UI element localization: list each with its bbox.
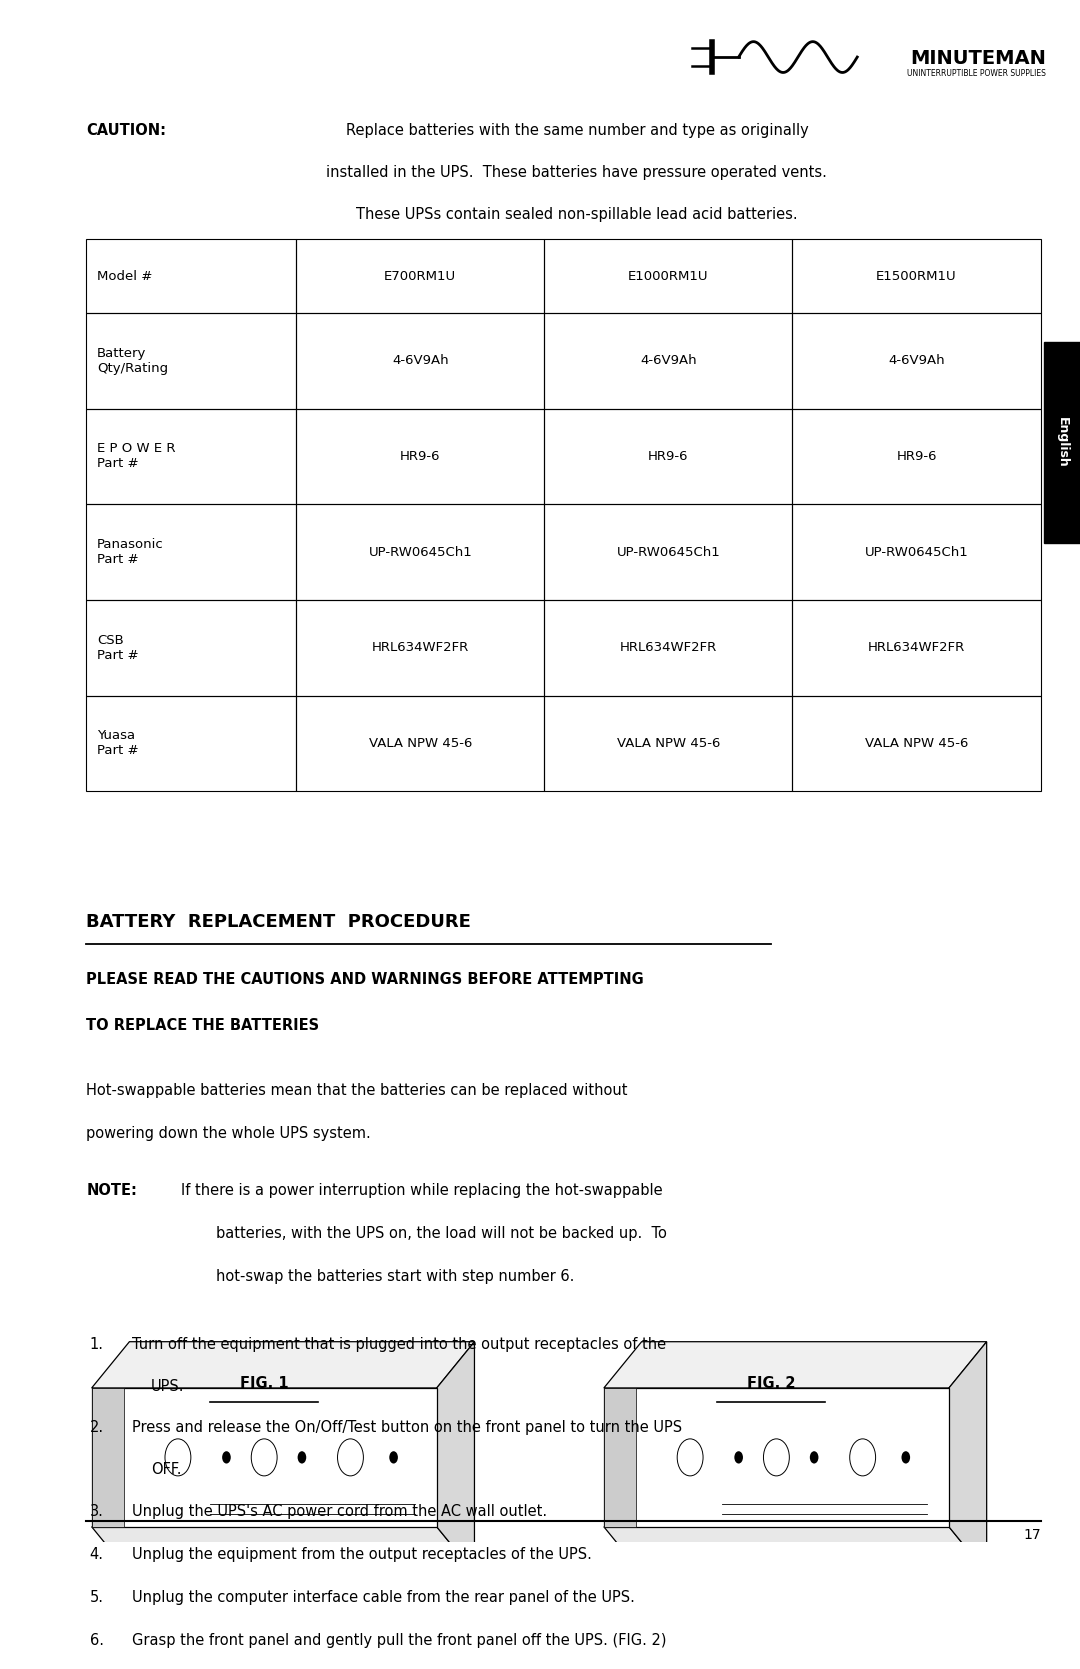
Text: Grasp the front panel and gently pull the front panel off the UPS. (FIG. 2): Grasp the front panel and gently pull th…	[132, 1634, 666, 1649]
Bar	[86, 504, 296, 599]
Text: batteries, with the UPS on, the load will not be backed up.  To: batteries, with the UPS on, the load wil…	[216, 1227, 666, 1242]
Text: FIG. 2: FIG. 2	[746, 1375, 795, 1390]
Bar	[544, 314, 793, 409]
Text: OFF.: OFF.	[151, 1462, 181, 1477]
Bar	[296, 696, 544, 791]
Text: TO REPLACE THE BATTERIES: TO REPLACE THE BATTERIES	[86, 1018, 320, 1033]
Text: Unplug the UPS's AC power cord from the AC wall outlet.: Unplug the UPS's AC power cord from the …	[132, 1504, 546, 1519]
Circle shape	[734, 1452, 743, 1464]
Text: hot-swap the batteries start with step number 6.: hot-swap the batteries start with step n…	[216, 1268, 575, 1283]
Text: UNINTERRUPTIBLE POWER SUPPLIES: UNINTERRUPTIBLE POWER SUPPLIES	[907, 70, 1045, 78]
Circle shape	[298, 1452, 307, 1464]
Text: 4.: 4.	[90, 1547, 104, 1562]
Bar	[544, 409, 793, 504]
Text: HRL634WF2FR: HRL634WF2FR	[868, 641, 966, 654]
Text: Hot-swappable batteries mean that the batteries can be replaced without: Hot-swappable batteries mean that the ba…	[86, 1083, 627, 1098]
Text: 17: 17	[1023, 1529, 1041, 1542]
Text: 4-6V9Ah: 4-6V9Ah	[392, 354, 448, 367]
Text: NOTE:: NOTE:	[86, 1183, 137, 1198]
Text: E700RM1U: E700RM1U	[384, 270, 457, 282]
Text: 4-6V9Ah: 4-6V9Ah	[888, 354, 945, 367]
Polygon shape	[92, 1389, 436, 1527]
Text: Yuasa
Part #: Yuasa Part #	[97, 729, 138, 758]
Circle shape	[222, 1452, 231, 1464]
Bar	[793, 409, 1041, 504]
Circle shape	[810, 1452, 819, 1464]
Text: BATTERY  REPLACEMENT  PROCEDURE: BATTERY REPLACEMENT PROCEDURE	[86, 913, 471, 931]
Text: HRL634WF2FR: HRL634WF2FR	[372, 641, 469, 654]
Circle shape	[389, 1452, 397, 1464]
Bar	[793, 314, 1041, 409]
Text: VALA NPW 45-6: VALA NPW 45-6	[617, 736, 720, 749]
Text: UPS.: UPS.	[151, 1379, 185, 1394]
Bar	[544, 599, 793, 696]
Text: Turn off the equipment that is plugged into the output receptacles of the: Turn off the equipment that is plugged i…	[132, 1337, 665, 1352]
Text: 2.: 2.	[90, 1420, 104, 1435]
Text: These UPSs contain sealed non-spillable lead acid batteries.: These UPSs contain sealed non-spillable …	[356, 207, 798, 222]
Bar	[544, 239, 793, 314]
Text: HR9-6: HR9-6	[896, 451, 936, 462]
Text: Panasonic
Part #: Panasonic Part #	[97, 537, 164, 566]
Bar	[92, 1389, 124, 1527]
Text: Model #: Model #	[97, 270, 152, 282]
Bar	[86, 314, 296, 409]
Circle shape	[902, 1452, 910, 1464]
Text: E P O W E R
Part #: E P O W E R Part #	[97, 442, 176, 471]
Text: CAUTION:: CAUTION:	[86, 124, 166, 139]
FancyBboxPatch shape	[1043, 342, 1080, 542]
Polygon shape	[604, 1389, 949, 1527]
Text: Unplug the equipment from the output receptacles of the UPS.: Unplug the equipment from the output rec…	[132, 1547, 592, 1562]
Polygon shape	[604, 1342, 987, 1389]
Bar	[793, 239, 1041, 314]
Text: Press and release the On/Off/Test button on the front panel to turn the UPS: Press and release the On/Off/Test button…	[132, 1420, 681, 1435]
Bar	[604, 1389, 636, 1527]
Bar	[86, 599, 296, 696]
Bar	[544, 504, 793, 599]
Text: FIG. 1: FIG. 1	[240, 1375, 288, 1390]
Text: UP-RW0645Ch1: UP-RW0645Ch1	[617, 546, 720, 559]
Text: powering down the whole UPS system.: powering down the whole UPS system.	[86, 1127, 372, 1142]
Bar	[86, 409, 296, 504]
Text: Battery
Qty/Rating: Battery Qty/Rating	[97, 347, 168, 376]
Text: If there is a power interruption while replacing the hot-swappable: If there is a power interruption while r…	[181, 1183, 663, 1198]
Polygon shape	[92, 1527, 474, 1574]
Bar	[544, 696, 793, 791]
Text: E1000RM1U: E1000RM1U	[629, 270, 708, 282]
Bar	[86, 696, 296, 791]
Text: Replace batteries with the same number and type as originally: Replace batteries with the same number a…	[346, 124, 808, 139]
Text: 3.: 3.	[90, 1504, 104, 1519]
Bar	[296, 239, 544, 314]
Bar	[296, 409, 544, 504]
Text: E1500RM1U: E1500RM1U	[876, 270, 957, 282]
Text: 1.: 1.	[90, 1337, 104, 1352]
Text: Unplug the computer interface cable from the rear panel of the UPS.: Unplug the computer interface cable from…	[132, 1591, 634, 1606]
Bar	[296, 599, 544, 696]
Text: MINUTEMAN: MINUTEMAN	[910, 50, 1045, 68]
Text: HR9-6: HR9-6	[648, 451, 689, 462]
Text: UP-RW0645Ch1: UP-RW0645Ch1	[368, 546, 472, 559]
Text: HRL634WF2FR: HRL634WF2FR	[620, 641, 717, 654]
Bar	[296, 314, 544, 409]
Polygon shape	[949, 1342, 987, 1574]
Text: VALA NPW 45-6: VALA NPW 45-6	[368, 736, 472, 749]
Text: 4-6V9Ah: 4-6V9Ah	[640, 354, 697, 367]
Text: PLEASE READ THE CAUTIONS AND WARNINGS BEFORE ATTEMPTING: PLEASE READ THE CAUTIONS AND WARNINGS BE…	[86, 971, 644, 986]
Polygon shape	[604, 1527, 987, 1574]
Text: HR9-6: HR9-6	[400, 451, 441, 462]
Text: English: English	[1055, 417, 1068, 467]
Bar	[793, 504, 1041, 599]
Text: CSB
Part #: CSB Part #	[97, 634, 138, 661]
Text: VALA NPW 45-6: VALA NPW 45-6	[865, 736, 968, 749]
Bar	[793, 599, 1041, 696]
Bar	[793, 696, 1041, 791]
Text: installed in the UPS.  These batteries have pressure operated vents.: installed in the UPS. These batteries ha…	[326, 165, 827, 180]
Bar	[86, 239, 296, 314]
Text: UP-RW0645Ch1: UP-RW0645Ch1	[865, 546, 969, 559]
Text: 5.: 5.	[90, 1591, 104, 1606]
Bar	[296, 504, 544, 599]
Text: 6.: 6.	[90, 1634, 104, 1649]
Polygon shape	[436, 1342, 474, 1574]
Polygon shape	[92, 1342, 474, 1389]
